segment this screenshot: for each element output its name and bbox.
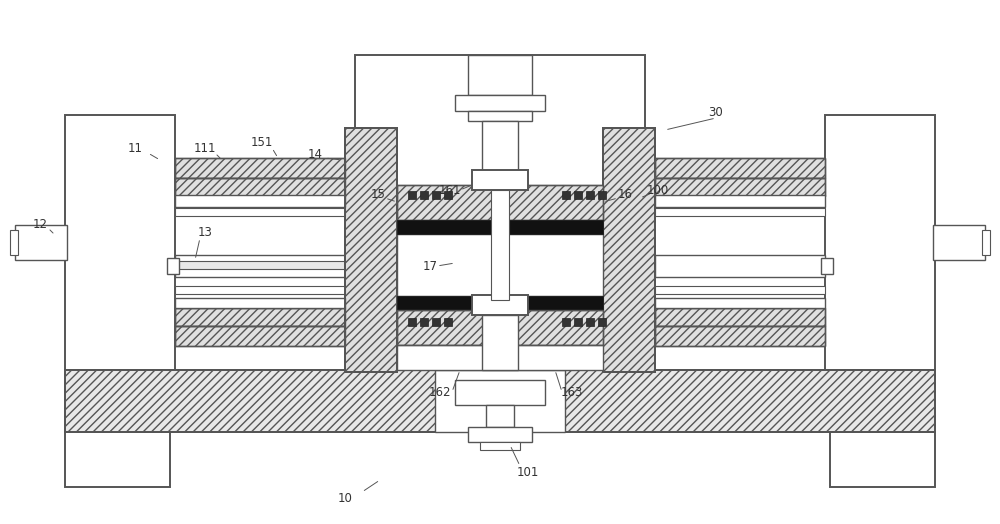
Bar [655, 308, 825, 326]
Bar [397, 234, 603, 296]
Bar [408, 191, 416, 199]
Bar [420, 318, 428, 326]
Bar [397, 310, 603, 345]
Bar [455, 95, 545, 111]
Text: 17: 17 [422, 259, 438, 272]
Bar [468, 111, 532, 121]
Bar [598, 191, 606, 199]
Bar [830, 432, 935, 487]
Bar [432, 318, 440, 326]
Bar [491, 190, 509, 300]
Text: 163: 163 [561, 386, 583, 398]
Text: 10: 10 [338, 492, 352, 505]
Bar [455, 380, 545, 405]
Bar [175, 208, 345, 216]
Bar [655, 158, 825, 178]
Bar [444, 191, 452, 199]
Bar [655, 286, 825, 294]
Bar [655, 308, 825, 326]
Text: 13: 13 [198, 225, 212, 238]
Bar [825, 115, 935, 370]
Bar [397, 185, 603, 220]
Bar [175, 308, 345, 326]
Bar [655, 195, 825, 207]
Bar [175, 178, 345, 196]
Text: 162: 162 [429, 386, 451, 398]
Bar [655, 178, 825, 196]
Bar [562, 318, 570, 326]
Bar [397, 345, 603, 370]
Bar [65, 370, 935, 432]
Bar [655, 158, 825, 178]
Bar [397, 185, 603, 220]
Text: 12: 12 [32, 219, 48, 232]
Text: 30: 30 [709, 105, 723, 118]
Text: 161: 161 [439, 183, 461, 196]
Bar [397, 296, 603, 310]
Bar [655, 255, 825, 277]
Text: 11: 11 [128, 141, 143, 155]
Bar [486, 405, 514, 427]
Bar [397, 310, 603, 345]
Bar [175, 286, 345, 294]
Bar [468, 427, 532, 442]
Bar [598, 318, 606, 326]
Bar [175, 158, 345, 178]
Bar [574, 318, 582, 326]
Bar [175, 178, 345, 196]
Text: 16: 16 [618, 189, 633, 202]
Bar [420, 191, 428, 199]
Bar [175, 255, 345, 277]
Text: 101: 101 [517, 465, 539, 478]
Bar [175, 326, 345, 346]
Bar [472, 170, 528, 190]
Bar [175, 261, 345, 269]
Bar [821, 258, 833, 274]
Bar [562, 191, 570, 199]
Text: 111: 111 [194, 141, 216, 155]
Bar [655, 326, 825, 346]
Bar [345, 128, 397, 372]
Bar [482, 315, 518, 370]
Bar [175, 326, 345, 346]
Bar [586, 318, 594, 326]
Bar [167, 258, 179, 274]
Text: 100: 100 [647, 183, 669, 196]
Bar [655, 208, 825, 216]
Bar [586, 191, 594, 199]
Bar [574, 191, 582, 199]
Text: 15: 15 [371, 189, 385, 202]
Bar [65, 432, 170, 487]
Bar [444, 318, 452, 326]
Bar [982, 230, 990, 255]
Text: 151: 151 [251, 136, 273, 149]
Bar [15, 225, 67, 260]
Bar [345, 128, 397, 372]
Bar [355, 55, 645, 370]
Bar [655, 326, 825, 346]
Bar [175, 195, 345, 207]
Bar [655, 298, 825, 308]
Bar [432, 191, 440, 199]
Bar [435, 370, 565, 432]
Bar [175, 158, 345, 178]
Bar [10, 230, 18, 255]
Bar [175, 298, 345, 308]
Bar [397, 220, 603, 234]
Text: 14: 14 [308, 148, 322, 161]
Bar [408, 318, 416, 326]
Bar [472, 295, 528, 315]
Bar [933, 225, 985, 260]
Bar [175, 308, 345, 326]
Bar [655, 178, 825, 196]
Bar [65, 115, 175, 370]
Bar [603, 128, 655, 372]
Bar [603, 128, 655, 372]
Bar [482, 121, 518, 185]
Bar [480, 442, 520, 450]
Bar [65, 370, 935, 432]
Bar [468, 55, 532, 95]
